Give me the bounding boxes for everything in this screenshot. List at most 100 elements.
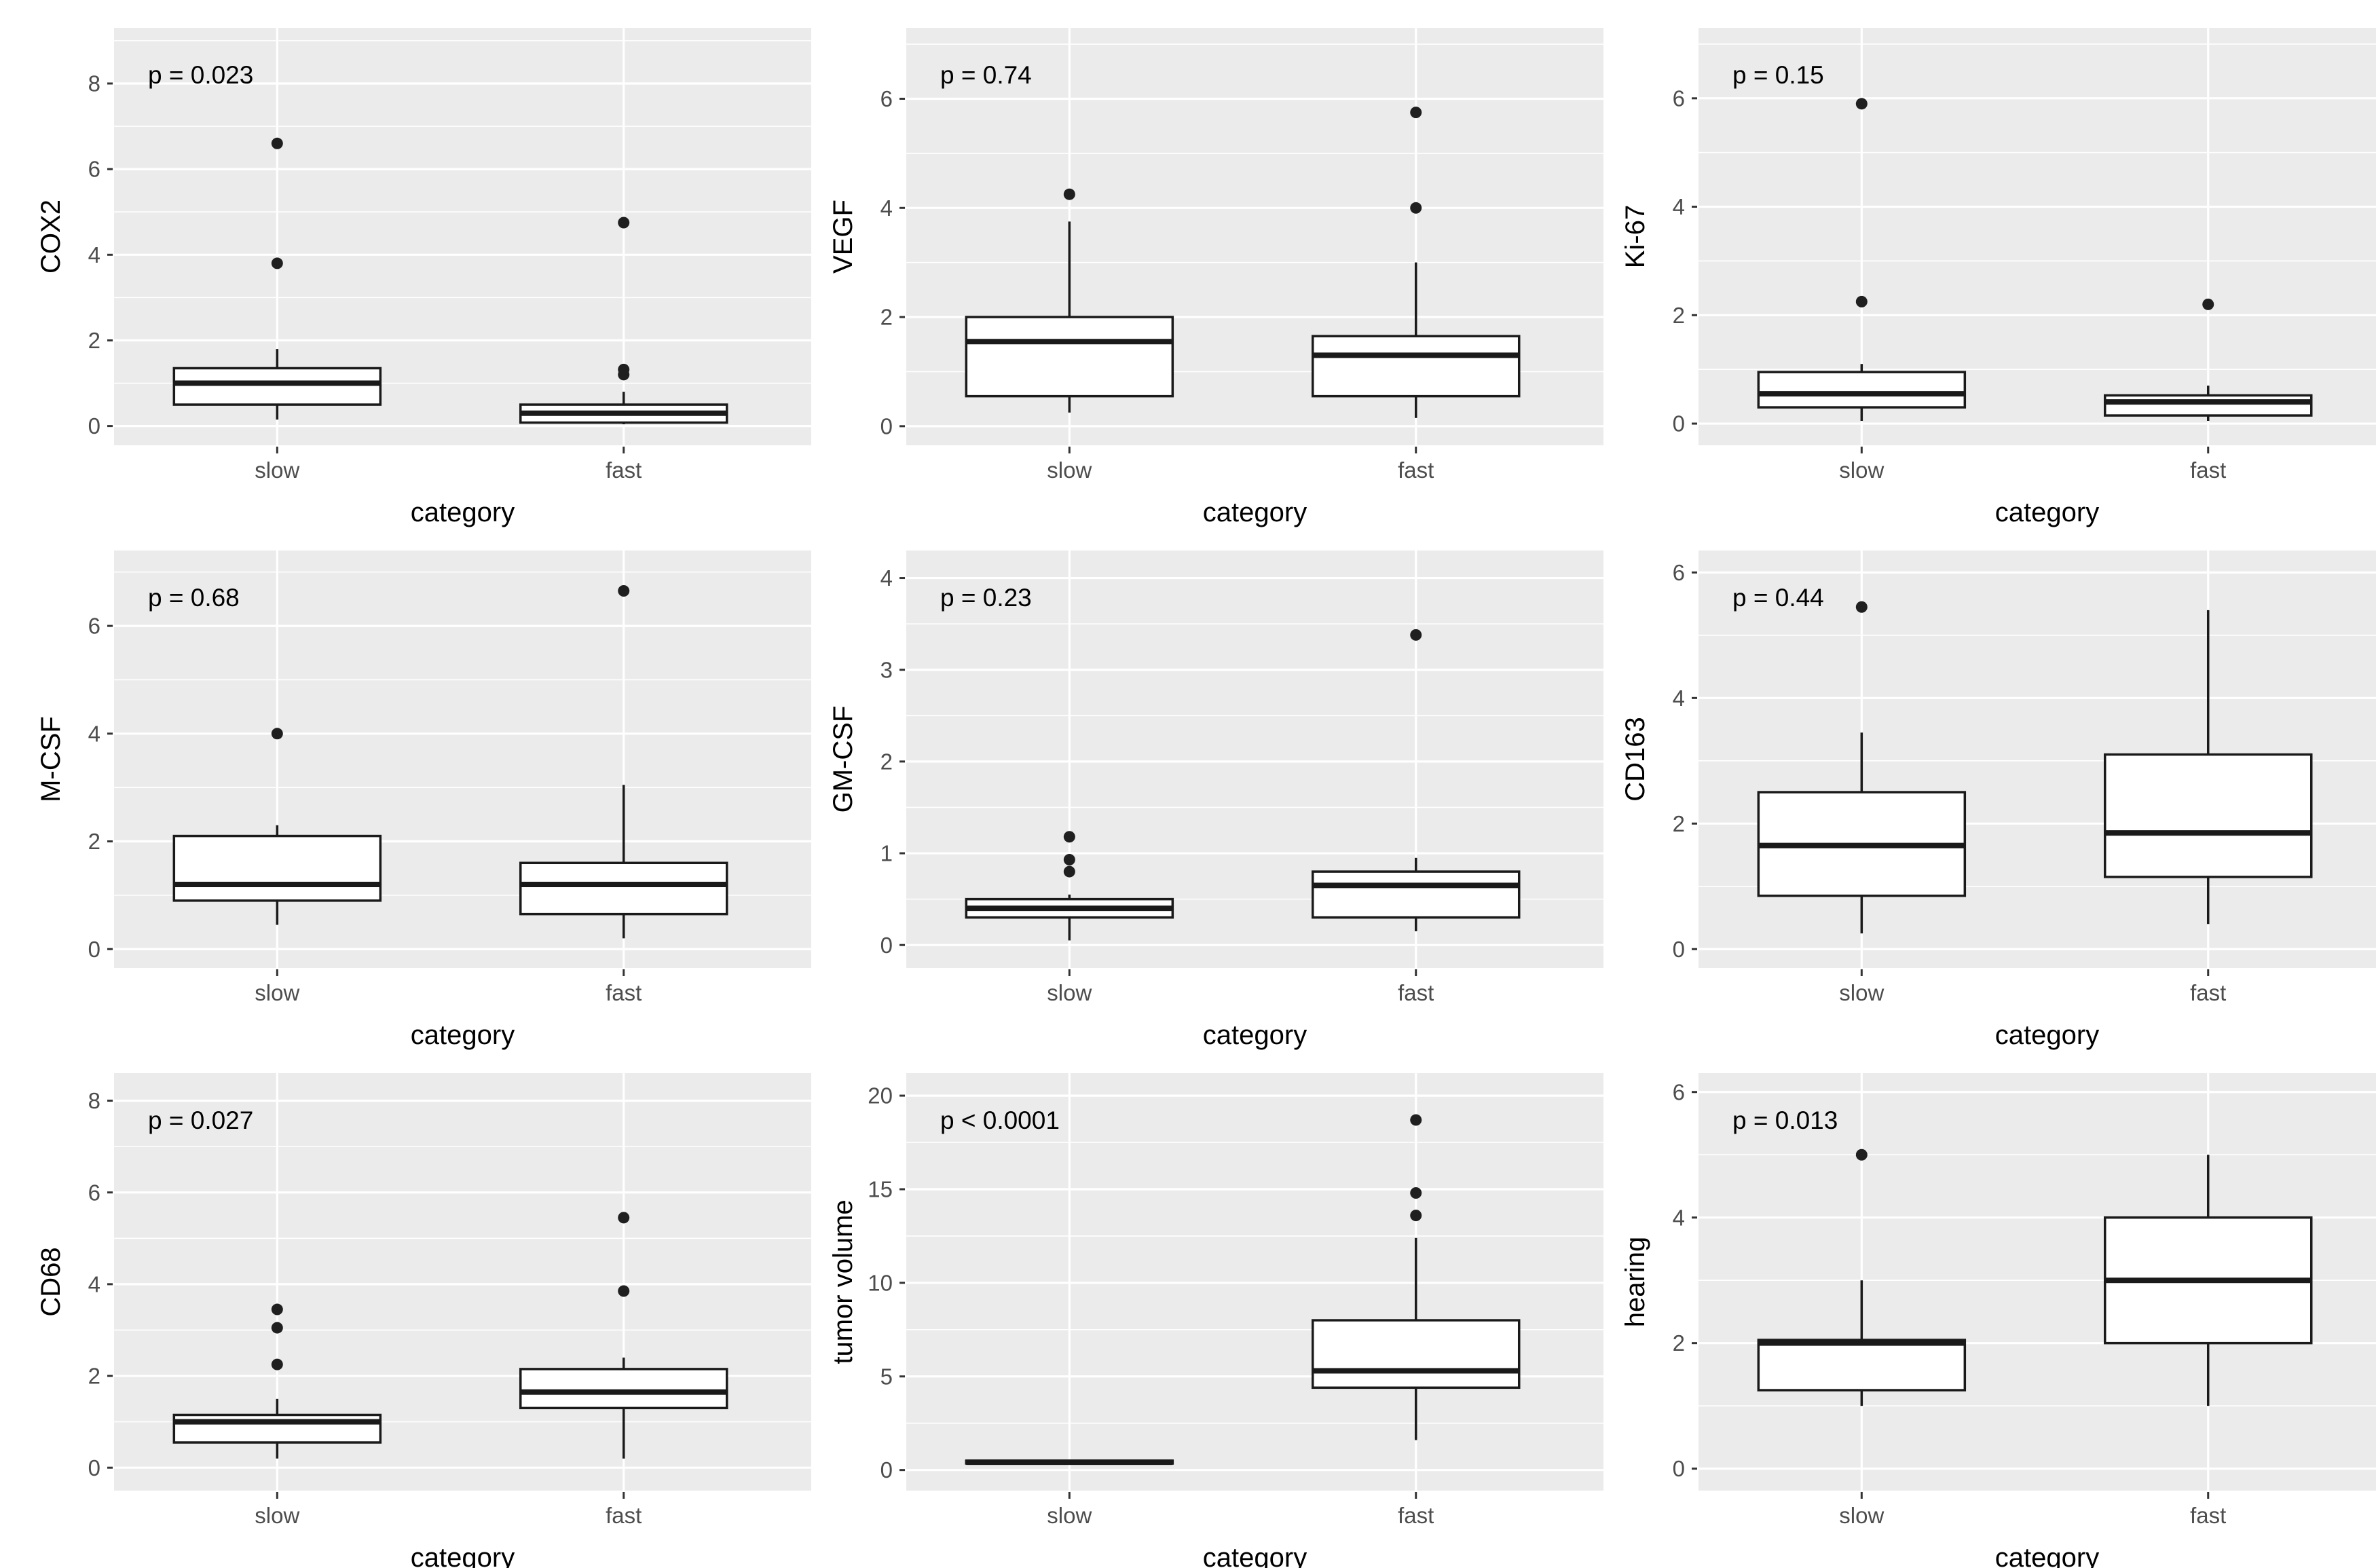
box-slow	[172, 1413, 382, 1444]
outlier-dot-slow	[271, 137, 283, 149]
x-axis-title: category	[1995, 1020, 2099, 1050]
p-value-label: p = 0.15	[1732, 61, 1824, 89]
y-tick-label: 6	[88, 614, 100, 639]
x-tick-label: slow	[1047, 980, 1092, 1005]
outlier-dot-slow	[1063, 865, 1075, 878]
x-tick-label: slow	[1839, 1503, 1884, 1528]
boxplot-panel-tumor-volume: 0 5 10 15 20 slow fast tumor volume category p < …	[828, 1073, 1603, 1568]
boxplot-panel: 0 2 4 6 slow fast Ki-67 category p = 0.15	[1612, 11, 2376, 534]
p-value-label: p < 0.0001	[940, 1106, 1060, 1134]
y-axis-title: COX2	[36, 200, 66, 274]
boxplot-panel-vegf: 0 2 4 6 slow fast VEGF category p = 0.74	[828, 28, 1603, 527]
p-value-label: p = 0.023	[148, 61, 253, 89]
box-fast	[2103, 394, 2313, 417]
y-tick-label: 15	[868, 1177, 893, 1202]
y-tick-label: 8	[88, 71, 100, 96]
box-slow	[172, 367, 382, 406]
x-tick-label: slow	[255, 458, 299, 483]
y-tick-label: 4	[1673, 686, 1685, 711]
p-value-label: p = 0.44	[1732, 584, 1824, 612]
x-axis-title: category	[411, 498, 515, 527]
y-tick-label: 0	[88, 937, 100, 962]
x-tick-label: fast	[606, 1503, 642, 1528]
y-axis-title: CD68	[36, 1247, 66, 1316]
x-axis-title: category	[1203, 1543, 1307, 1568]
y-tick-label: 4	[88, 721, 100, 746]
y-tick-label: 4	[88, 1271, 100, 1296]
boxplot-panel-hearing: 0 2 4 6 slow fast hearing category p = 0.013	[1620, 1073, 2376, 1568]
y-tick-label: 0	[88, 1455, 100, 1480]
x-tick-label: fast	[2190, 458, 2226, 483]
y-tick-label: 6	[1673, 560, 1685, 585]
x-tick-label: fast	[606, 458, 642, 483]
boxplot-panel: 0 2 4 6 slow fast VEGF category p = 0.74	[819, 11, 1612, 534]
x-tick-label: fast	[2190, 1503, 2226, 1528]
x-tick-label: fast	[1398, 980, 1434, 1005]
y-tick-label: 2	[1673, 811, 1685, 836]
y-tick-label: 5	[880, 1364, 893, 1389]
y-tick-label: 4	[88, 242, 100, 267]
boxplot-panel-cox2: 0 2 4 6 8 slow fast COX2 category p = 0.023	[36, 28, 811, 527]
outlier-dot-slow	[1063, 831, 1075, 843]
box-fast	[519, 861, 728, 916]
outlier-dot-slow	[1855, 295, 1868, 307]
box-slow	[172, 834, 382, 902]
y-tick-label: 4	[1673, 194, 1685, 219]
outlier-dot-fast	[618, 363, 630, 375]
y-tick-label: 20	[868, 1083, 893, 1108]
y-tick-label: 2	[88, 1364, 100, 1389]
y-tick-label: 0	[1673, 411, 1685, 436]
p-value-label: p = 0.68	[148, 584, 240, 612]
outlier-dot-slow	[271, 257, 283, 269]
box-slow	[965, 316, 1174, 398]
boxplot-panel: 0 2 4 6 8 slow fast CD68 category p = 0.027	[27, 1056, 819, 1568]
x-axis-title: category	[1995, 1543, 2099, 1568]
outlier-dot-fast	[2202, 298, 2214, 310]
p-value-label: p = 0.027	[148, 1106, 253, 1134]
y-tick-label: 6	[880, 86, 893, 111]
y-tick-label: 2	[880, 305, 893, 330]
y-axis-title: CD163	[1620, 717, 1650, 802]
boxplot-panel-m-csf: 0 2 4 6 slow fast M-CSF category p = 0.68	[36, 550, 811, 1050]
y-tick-label: 0	[1673, 1456, 1685, 1481]
box-fast	[519, 1368, 728, 1410]
p-value-label: p = 0.23	[940, 584, 1032, 612]
y-tick-label: 0	[880, 933, 893, 958]
p-value-label: p = 0.013	[1732, 1106, 1838, 1134]
y-axis-title: Ki-67	[1620, 205, 1650, 268]
y-tick-label: 2	[88, 829, 100, 854]
box-slow	[1757, 1339, 1967, 1392]
y-tick-label: 6	[88, 1180, 100, 1205]
boxplot-panel-gm-csf: 0 1 2 3 4 slow fast GM-CSF category p = 0.23	[828, 550, 1603, 1050]
x-tick-label: slow	[255, 1503, 299, 1528]
y-tick-label: 8	[88, 1088, 100, 1113]
outlier-dot-slow	[271, 1303, 283, 1315]
boxplot-panel: 0 2 4 6 slow fast M-CSF category p = 0.68	[27, 534, 819, 1056]
x-tick-label: fast	[606, 980, 642, 1005]
box-fast	[1311, 335, 1521, 398]
outlier-dot-fast	[1410, 1114, 1422, 1126]
x-axis-title: category	[411, 1543, 515, 1568]
y-axis-title: VEGF	[828, 200, 858, 274]
box-fast	[2103, 753, 2313, 878]
outlier-dot-slow	[1855, 98, 1868, 110]
y-tick-label: 0	[88, 413, 100, 438]
outlier-dot-fast	[1410, 107, 1422, 119]
outlier-dot-fast	[1410, 1187, 1422, 1199]
y-tick-label: 4	[1673, 1205, 1685, 1230]
boxplot-panel: 0 1 2 3 4 slow fast GM-CSF category p = 0.23	[819, 534, 1612, 1056]
x-axis-title: category	[1203, 498, 1307, 527]
outlier-dot-slow	[1063, 854, 1075, 866]
y-tick-label: 1	[880, 841, 893, 866]
x-axis-title: category	[1995, 498, 2099, 527]
boxplot-panel: 0 2 4 6 8 slow fast COX2 category p = 0.023	[27, 11, 819, 534]
x-tick-label: slow	[1839, 458, 1884, 483]
box-fast	[1311, 870, 1521, 919]
y-axis-title: hearing	[1620, 1237, 1650, 1327]
y-tick-label: 10	[868, 1270, 893, 1295]
y-tick-label: 0	[880, 413, 893, 438]
y-tick-label: 6	[1673, 86, 1685, 111]
boxplot-panel: 0 5 10 15 20 slow fast tumor volume category p < …	[819, 1056, 1612, 1568]
outlier-dot-fast	[618, 585, 630, 597]
